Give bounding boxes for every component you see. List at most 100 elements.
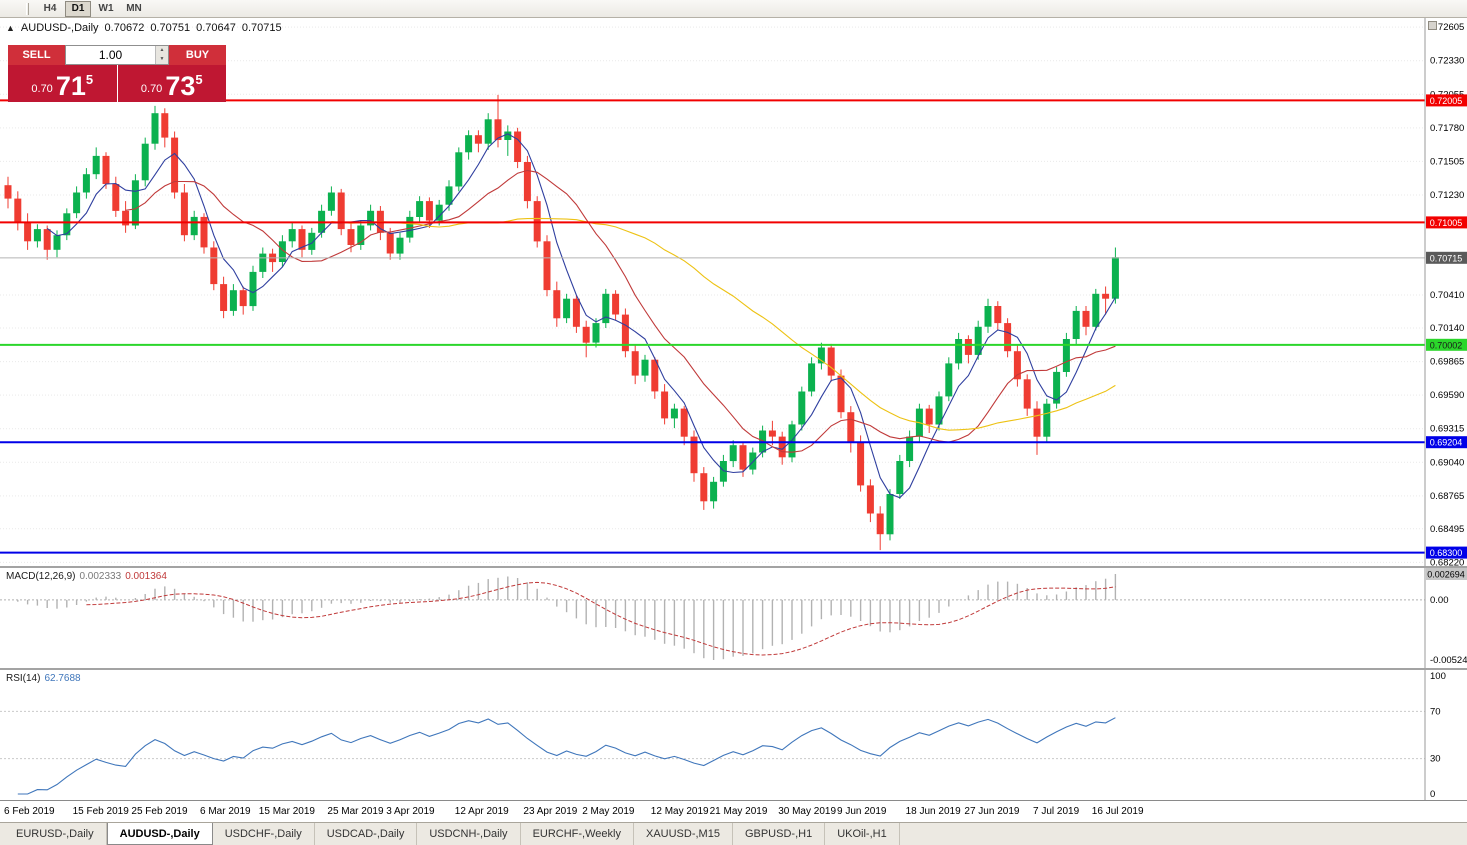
svg-text:0.69040: 0.69040 — [1430, 457, 1464, 468]
ohlc-high: 0.70751 — [150, 22, 191, 34]
svg-text:0.70002: 0.70002 — [1430, 340, 1463, 350]
timeframe-button-w1[interactable]: W1 — [93, 1, 119, 17]
time-axis-label: 16 Jul 2019 — [1091, 806, 1144, 817]
time-axis-label: 15 Feb 2019 — [72, 806, 129, 817]
timeframe-buttons: H4 D1 W1 MN — [37, 0, 147, 17]
macd-current-value-box — [1426, 568, 1467, 580]
svg-text:0.68300: 0.68300 — [1430, 548, 1463, 558]
svg-text:0.69315: 0.69315 — [1430, 424, 1464, 435]
chart-symbol-period: AUDUSD-,Daily — [20, 22, 99, 34]
chart-tab-usdcnh-daily[interactable]: USDCNH-,Daily — [417, 823, 521, 845]
time-axis[interactable]: 6 Feb 2019 15 Feb 2019 25 Feb 2019 6 Mar 20… — [0, 800, 1467, 822]
volume-field[interactable]: 1.00 ▲ ▼ — [65, 45, 169, 65]
chart-tab-xauusd-m15[interactable]: XAUUSD-,M15 — [634, 823, 733, 845]
svg-text:0.72005: 0.72005 — [1430, 96, 1463, 106]
timeframe-button-h4[interactable]: H4 — [37, 1, 63, 17]
time-axis-label: 3 Apr 2019 — [386, 806, 435, 817]
ohlc-close: 0.70715 — [241, 22, 282, 34]
macd-label: MACD(12,26,9) 0.002333 0.001364 — [6, 571, 167, 582]
chart-tab-usdchf-daily[interactable]: USDCHF-,Daily — [213, 823, 315, 845]
price-grid — [0, 26, 1425, 563]
volume-value[interactable]: 1.00 — [98, 48, 123, 62]
rsi-name: RSI(14) — [6, 673, 41, 684]
chart-window: 0.726050.723300.720550.717800.715050.712… — [0, 18, 1467, 822]
ma-line-13 — [125, 169, 1116, 453]
svg-text:0.69865: 0.69865 — [1430, 357, 1464, 368]
macd-signal-line — [86, 581, 1116, 656]
buy-price-sup: 5 — [195, 72, 203, 87]
price-chart-panel[interactable]: 0.726050.723300.720550.717800.715050.712… — [0, 18, 1467, 566]
svg-text:-0.005242: -0.005242 — [1430, 655, 1467, 666]
chart-tab-gbpusd-h1[interactable]: GBPUSD-,H1 — [733, 823, 826, 845]
period-toolbar: H4 D1 W1 MN — [0, 0, 1467, 18]
buy-button[interactable]: BUY — [169, 45, 226, 65]
rsi-value: 62.7688 — [44, 673, 81, 684]
chart-tab-audusd-daily[interactable]: AUDUSD-,Daily — [106, 823, 213, 845]
chart-tab-eurchf-weekly[interactable]: EURCHF-,Weekly — [521, 823, 634, 845]
time-axis-label: 7 Jul 2019 — [1033, 806, 1080, 817]
chart-tab-usdcad-daily[interactable]: USDCAD-,Daily — [315, 823, 418, 845]
svg-text:0.69204: 0.69204 — [1430, 438, 1463, 448]
macd-indicator-panel: 0.002694 0.00 -0.005242 — [0, 568, 1467, 668]
svg-text:30: 30 — [1430, 754, 1441, 765]
svg-text:70: 70 — [1430, 706, 1441, 717]
sell-button[interactable]: SELL — [8, 45, 65, 65]
time-axis-label: 2 May 2019 — [582, 806, 635, 817]
macd-main-value: 0.002333 — [79, 571, 122, 582]
svg-text:0.70715: 0.70715 — [1430, 253, 1463, 263]
timeframe-button-d1[interactable]: D1 — [65, 0, 91, 17]
svg-text:100: 100 — [1430, 671, 1446, 682]
volume-increase-button[interactable]: ▲ — [156, 46, 168, 55]
panel-separator[interactable] — [0, 566, 1467, 568]
svg-text:0.68765: 0.68765 — [1430, 491, 1464, 502]
timeframe-button-mn[interactable]: MN — [121, 1, 147, 17]
ohlc-low: 0.70647 — [196, 22, 236, 34]
one-click-trading-panel: SELL 1.00 ▲ ▼ BUY 0.70 71 5 0.70 73 5 — [8, 45, 226, 102]
volume-decrease-button[interactable]: ▼ — [156, 55, 168, 64]
svg-text:0.00: 0.00 — [1430, 595, 1449, 606]
macd-signal-value: 0.001364 — [125, 571, 167, 582]
time-axis-label: 12 May 2019 — [650, 806, 709, 817]
svg-text:0.002694: 0.002694 — [1427, 570, 1465, 580]
svg-text:0.68495: 0.68495 — [1430, 524, 1464, 535]
svg-text:0.68220: 0.68220 — [1430, 557, 1464, 566]
time-axis-label: 21 May 2019 — [709, 806, 768, 817]
sell-price-prefix: 0.70 — [31, 83, 53, 95]
toolbar-grip[interactable] — [26, 2, 29, 15]
svg-text:0.69590: 0.69590 — [1430, 390, 1464, 401]
buy-price-display[interactable]: 0.70 73 5 — [117, 65, 226, 102]
chart-tab-ukoil-h1[interactable]: UKOil-,H1 — [825, 823, 900, 845]
time-axis-label: 25 Mar 2019 — [327, 806, 384, 817]
time-axis-label: 23 Apr 2019 — [523, 806, 578, 817]
chart-tabs-bar: EURUSD-,Daily AUDUSD-,Daily USDCHF-,Daily U… — [0, 822, 1467, 845]
rsi-indicator-panel: 100 70 30 0 — [0, 670, 1446, 800]
svg-text:0: 0 — [1430, 789, 1435, 800]
svg-text:0.71505: 0.71505 — [1430, 156, 1464, 167]
one-click-collapse-icon[interactable]: ▲ — [6, 22, 15, 33]
rsi-line — [17, 717, 1116, 795]
volume-spinner: ▲ ▼ — [155, 46, 168, 64]
svg-text:0.72605: 0.72605 — [1430, 22, 1464, 33]
panel-separator[interactable] — [0, 668, 1467, 670]
buy-price-prefix: 0.70 — [140, 83, 163, 95]
svg-text:0.71005: 0.71005 — [1430, 218, 1463, 228]
chart-title: ▲ AUDUSD-,Daily 0.70672 0.70751 0.70647 … — [6, 22, 282, 34]
sell-price-display[interactable]: 0.70 71 5 — [8, 65, 117, 102]
chart-tab-eurusd-daily[interactable]: EURUSD-,Daily — [4, 823, 107, 845]
time-axis-label: 9 Jun 2019 — [837, 806, 887, 817]
time-axis-label: 25 Feb 2019 — [131, 806, 188, 817]
rsi-label: RSI(14) 62.7688 — [6, 673, 81, 684]
time-axis-label: 12 Apr 2019 — [454, 806, 509, 817]
svg-text:0.72330: 0.72330 — [1430, 56, 1464, 67]
time-axis-label: 27 Jun 2019 — [964, 806, 1020, 817]
chart-shift-marker[interactable] — [1428, 21, 1437, 30]
candlestick-series — [4, 94, 1119, 551]
buy-price-big: 73 — [165, 71, 196, 101]
time-axis-label: 6 Mar 2019 — [200, 806, 251, 817]
time-axis-label: 15 Mar 2019 — [258, 806, 315, 817]
time-axis-label: 30 May 2019 — [778, 806, 837, 817]
sell-price-sup: 5 — [85, 72, 94, 87]
time-axis-label: 18 Jun 2019 — [905, 806, 961, 817]
ma-line-34 — [331, 217, 1116, 431]
svg-text:0.71780: 0.71780 — [1430, 123, 1464, 134]
